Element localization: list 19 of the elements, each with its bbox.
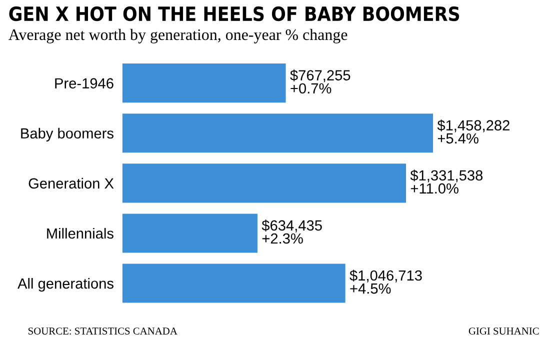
y-tick-label: Pre-1946 [55, 78, 114, 89]
bar [122, 64, 286, 103]
chart-title: GEN X HOT ON THE HEELS OF BABY BOOMERS [9, 6, 460, 22]
data-label: $767,255 +0.7% [290, 70, 350, 94]
y-tick-label: Millennials [47, 228, 114, 239]
bar [122, 114, 434, 153]
source-note: SOURCE: STATISTICS CANADA [28, 328, 178, 335]
bar [122, 264, 346, 303]
data-label: $1,331,538 +11.0% [410, 170, 483, 194]
data-label: $1,458,282 +5.4% [437, 120, 510, 144]
data-label: $1,046,713 +4.5% [350, 270, 422, 294]
text: GIGI SUHANIC [468, 328, 539, 335]
y-tick-label: All generations [18, 278, 114, 292]
y-tick-label: Baby boomers [21, 128, 114, 142]
y-tick-label: Generation X [28, 178, 114, 189]
bar [122, 214, 258, 253]
chart-subtitle: Average net worth by generation, one-year % change [8, 28, 348, 44]
data-label: $634,435 +2.3% [262, 220, 322, 244]
bar [122, 164, 406, 203]
